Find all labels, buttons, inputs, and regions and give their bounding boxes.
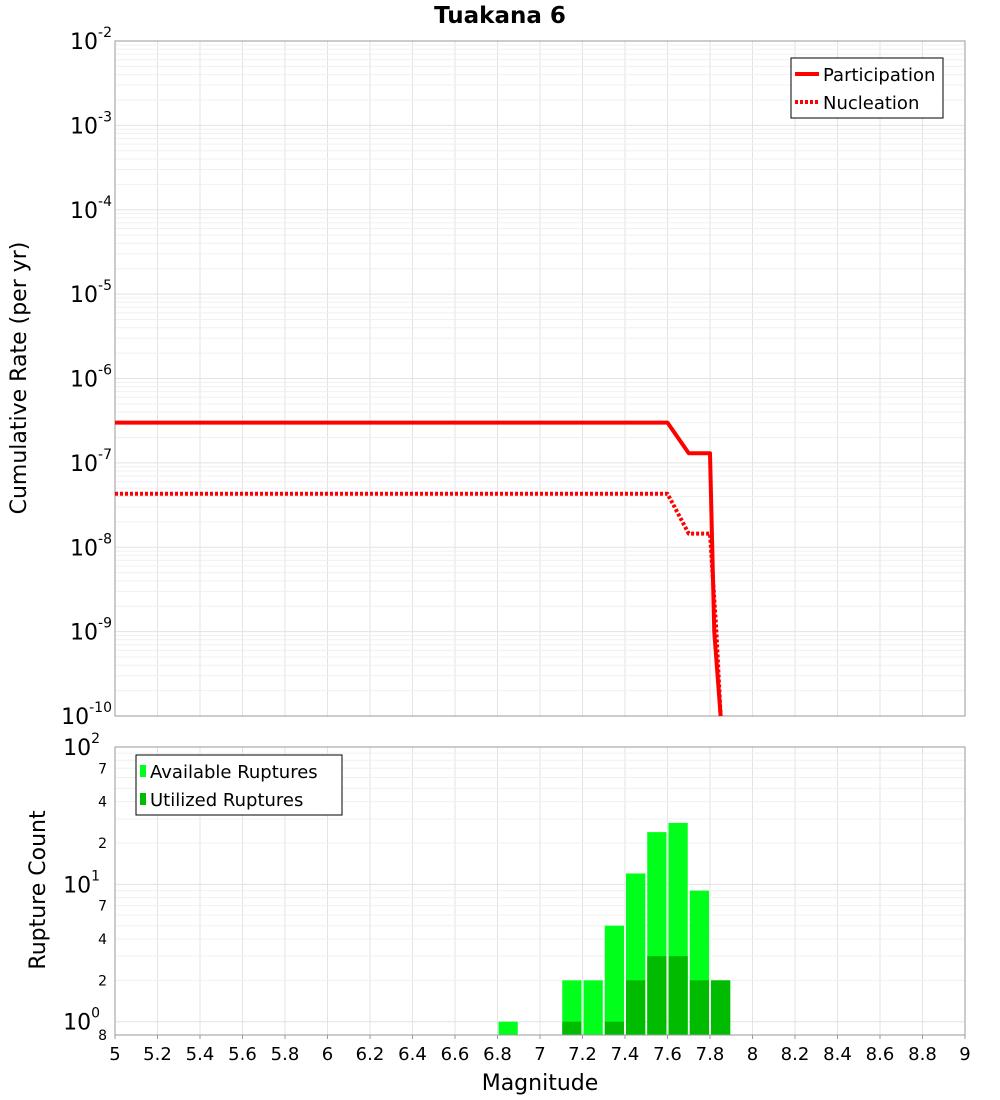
- x-tick-label: 6.2: [356, 1044, 385, 1065]
- y-tick-label: 100: [63, 1006, 100, 1036]
- bar-available-ruptures: [498, 1021, 518, 1035]
- y-axis-label-rate: Cumulative Rate (per yr): [7, 242, 32, 515]
- x-tick-label: 5.6: [228, 1044, 257, 1065]
- rate-panel: 10-2 10-3 10-4 10-5 10-6 10-7 10-8 10-9 10-10 Par…: [61, 25, 966, 730]
- x-tick-label: 6.6: [441, 1044, 470, 1065]
- y-tick-label: 10-2: [70, 25, 112, 55]
- bar-available-ruptures: [562, 980, 582, 1035]
- y-minor-tick-label: 7: [98, 899, 107, 915]
- y-tick-label: 10-8: [70, 531, 112, 561]
- y-tick-label: 10-10: [61, 700, 112, 730]
- y-tick-label: 10-9: [70, 616, 112, 646]
- y-minor-tick-label: 7: [98, 761, 107, 777]
- y-tick-label: 10-4: [70, 194, 112, 224]
- x-tick-label: 8: [747, 1044, 758, 1065]
- legend-rate: [790, 57, 944, 119]
- x-tick-label: 9: [959, 1044, 970, 1065]
- y-tick-label: 101: [63, 868, 100, 898]
- x-tick-label: 6.8: [483, 1044, 512, 1065]
- legend-label-available-ruptures: Available Ruptures: [150, 762, 318, 783]
- y-axis-label-count: Rupture Count: [26, 810, 51, 970]
- y-minor-tick-label: 4: [98, 795, 107, 811]
- x-tick-label: 7: [534, 1044, 545, 1065]
- x-tick-label: 5: [109, 1044, 120, 1065]
- y-tick-label: 102: [63, 731, 100, 761]
- y-minor-tick-label: 4: [98, 932, 107, 948]
- bar-available-ruptures: [583, 980, 603, 1035]
- legend-label-utilized-ruptures: Utilized Ruptures: [150, 790, 303, 811]
- y-tick-label: 10-3: [70, 109, 112, 139]
- bar-utilized-ruptures: [689, 980, 709, 1035]
- plot-border-rate: [114, 40, 966, 717]
- legend-label-participation: Participation: [823, 65, 935, 86]
- x-tick-label: 7.4: [611, 1044, 640, 1065]
- x-tick-label: 6.4: [398, 1044, 427, 1065]
- x-tick-label: 6: [322, 1044, 333, 1065]
- bar-available-ruptures: [604, 925, 624, 1035]
- bar-utilized-ruptures: [562, 1021, 582, 1035]
- x-tick-label: 8.4: [823, 1044, 852, 1065]
- y-tick-label: 10-5: [70, 278, 112, 308]
- bar-utilized-ruptures: [711, 980, 731, 1035]
- x-tick-label: 8.6: [866, 1044, 895, 1065]
- series-line-nucleation: [115, 491, 723, 717]
- x-axis-label: Magnitude: [482, 1071, 599, 1096]
- x-tick-label: 5.4: [186, 1044, 215, 1065]
- legend-swatch-available-ruptures: [140, 765, 146, 777]
- x-tick-label: 8.2: [781, 1044, 810, 1065]
- legend-swatch-utilized-ruptures: [140, 793, 146, 805]
- y-minor-tick-label: 2: [98, 836, 107, 852]
- bar-utilized-ruptures: [668, 956, 688, 1035]
- bar-utilized-ruptures: [626, 980, 646, 1035]
- bar-utilized-ruptures: [647, 956, 667, 1035]
- x-tick-label: 7.8: [696, 1044, 725, 1065]
- y-minor-tick-label: 8: [98, 1028, 107, 1044]
- x-tick-label: 7.6: [653, 1044, 682, 1065]
- y-tick-label: 10-6: [70, 363, 112, 393]
- legend-count: [135, 754, 343, 816]
- x-tick-label: 5.2: [143, 1044, 172, 1065]
- chart-title: Tuakana 6: [434, 3, 566, 29]
- y-minor-tick-label: 2: [98, 973, 107, 989]
- y-tick-label: 10-7: [70, 447, 112, 477]
- bar-utilized-ruptures: [604, 1021, 624, 1035]
- legend-label-nucleation: Nucleation: [823, 93, 919, 114]
- x-tick-label: 7.2: [568, 1044, 597, 1065]
- x-tick-label: 5.8: [271, 1044, 300, 1065]
- x-tick-label: 8.8: [908, 1044, 937, 1065]
